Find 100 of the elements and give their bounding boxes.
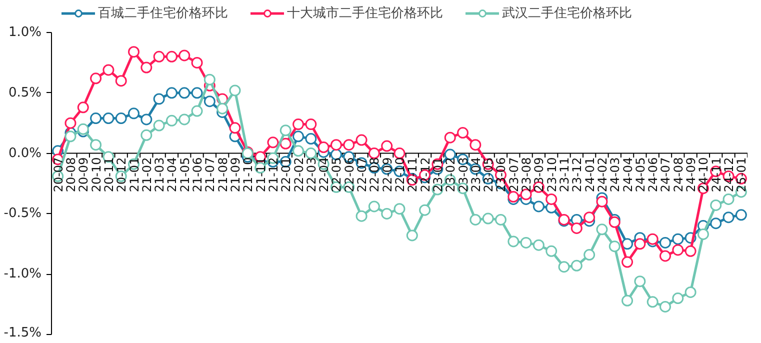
legend-label: 十大城市二手住宅价格环比 (287, 5, 443, 22)
point (684, 286, 696, 298)
point (546, 245, 558, 257)
point (622, 256, 634, 268)
x-tick-label: 24-03 (608, 157, 622, 192)
point (508, 236, 520, 248)
x-tick-label: 21-12 (266, 157, 280, 192)
x-tick-label: 23-07 (506, 157, 521, 192)
point (394, 203, 406, 215)
x-tick-label: 21-10 (241, 157, 256, 192)
point (710, 200, 722, 211)
point (570, 222, 582, 234)
point (191, 87, 203, 99)
point (406, 230, 418, 242)
point (90, 72, 102, 84)
point (292, 118, 304, 130)
x-tick-label: 24-06 (646, 157, 660, 192)
legend-label: 武汉二手住宅价格环比 (502, 5, 632, 22)
point (343, 139, 355, 151)
point (520, 236, 532, 248)
point (305, 148, 317, 160)
x-tick-label: 22-05 (330, 157, 344, 192)
x-tick-label: 23-09 (532, 157, 546, 192)
point (622, 238, 634, 250)
x-tick-label: 24-09 (684, 157, 698, 192)
point (64, 130, 76, 142)
x-tick-label: 24-10 (696, 157, 711, 192)
point (722, 212, 734, 224)
point (672, 244, 684, 256)
x-tick-label: 21-02 (140, 157, 154, 192)
point (178, 87, 190, 99)
point (394, 148, 406, 160)
point (684, 245, 696, 257)
point (178, 114, 190, 126)
point (305, 133, 317, 145)
point (115, 75, 127, 87)
x-tick-label: 22-09 (380, 157, 394, 192)
x-tick-label: 25-01 (734, 157, 749, 192)
point (292, 145, 304, 157)
x-tick-label: 21-01 (127, 157, 142, 192)
point (622, 294, 634, 306)
x-tick-label: 21-11 (254, 157, 268, 192)
x-tick-label: 23-12 (570, 157, 584, 192)
point (77, 102, 89, 114)
point (634, 276, 646, 288)
point (596, 224, 608, 236)
point (672, 233, 684, 245)
point (280, 124, 292, 136)
point (153, 50, 165, 62)
point (128, 46, 140, 58)
x-tick-label: 21-05 (178, 157, 192, 192)
point (102, 112, 114, 124)
y-tick-label: 1.0% (8, 25, 42, 40)
point (140, 114, 152, 126)
x-tick-label: 22-02 (292, 157, 306, 192)
point (64, 117, 76, 129)
point (267, 136, 279, 148)
point (216, 102, 228, 114)
point (584, 249, 596, 261)
point (356, 134, 368, 146)
point (381, 140, 393, 152)
point (229, 84, 241, 96)
x-tick-label: 22-04 (317, 157, 332, 192)
point (608, 240, 620, 252)
point (90, 139, 102, 151)
point (646, 233, 658, 245)
x-tick-label: 20-12 (114, 157, 129, 192)
x-tick-label: 23-01 (430, 157, 445, 192)
point (368, 200, 380, 212)
point (470, 139, 482, 151)
point (457, 127, 469, 139)
x-tick-label: 23-05 (482, 157, 496, 192)
x-tick-label: 21-04 (165, 157, 180, 192)
point (470, 214, 482, 226)
point (204, 96, 216, 108)
point (330, 139, 342, 151)
point (178, 50, 190, 62)
x-tick-label: 23-11 (558, 157, 572, 192)
point (608, 216, 620, 228)
y-tick-label: -1.5% (4, 326, 42, 340)
x-tick-label: 20-11 (102, 157, 116, 192)
point (229, 122, 241, 134)
point (735, 209, 747, 221)
point (584, 212, 596, 224)
x-tick-label: 21-03 (152, 157, 167, 192)
x-tick-label: 23-02 (444, 157, 458, 192)
point (318, 142, 330, 153)
x-tick-label: 21-06 (190, 157, 205, 192)
point (153, 120, 165, 132)
point (381, 208, 393, 220)
x-tick-label: 20-10 (89, 157, 104, 192)
point (166, 114, 178, 126)
x-tick-label: 24-04 (620, 157, 635, 192)
y-tick-label: -1.0% (4, 266, 42, 282)
point (280, 138, 292, 150)
point (532, 200, 544, 212)
point (140, 62, 152, 74)
point (672, 292, 684, 304)
x-tick-label: 24-12 (722, 157, 736, 192)
x-tick-label: 22-03 (304, 157, 318, 192)
